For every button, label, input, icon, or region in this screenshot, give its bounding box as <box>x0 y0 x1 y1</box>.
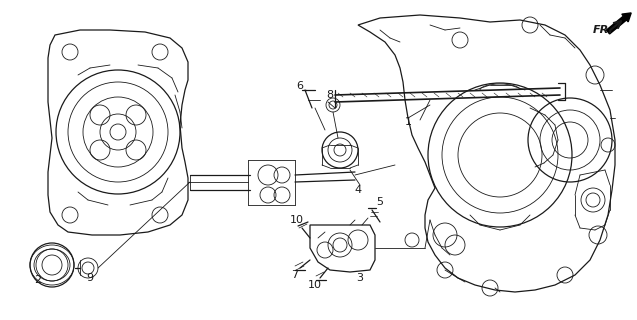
Text: 6: 6 <box>296 81 303 91</box>
FancyArrow shape <box>606 13 631 34</box>
Text: 3: 3 <box>357 273 364 283</box>
Text: FR.: FR. <box>593 25 614 35</box>
Text: 7: 7 <box>292 270 299 280</box>
Text: 5: 5 <box>376 197 383 207</box>
Text: 9: 9 <box>87 273 94 283</box>
Text: 4: 4 <box>354 185 362 195</box>
Text: 10: 10 <box>290 215 304 225</box>
Text: 8: 8 <box>326 90 334 100</box>
Text: 10: 10 <box>308 280 322 290</box>
Text: 1: 1 <box>404 117 412 127</box>
Text: 2: 2 <box>34 275 41 285</box>
